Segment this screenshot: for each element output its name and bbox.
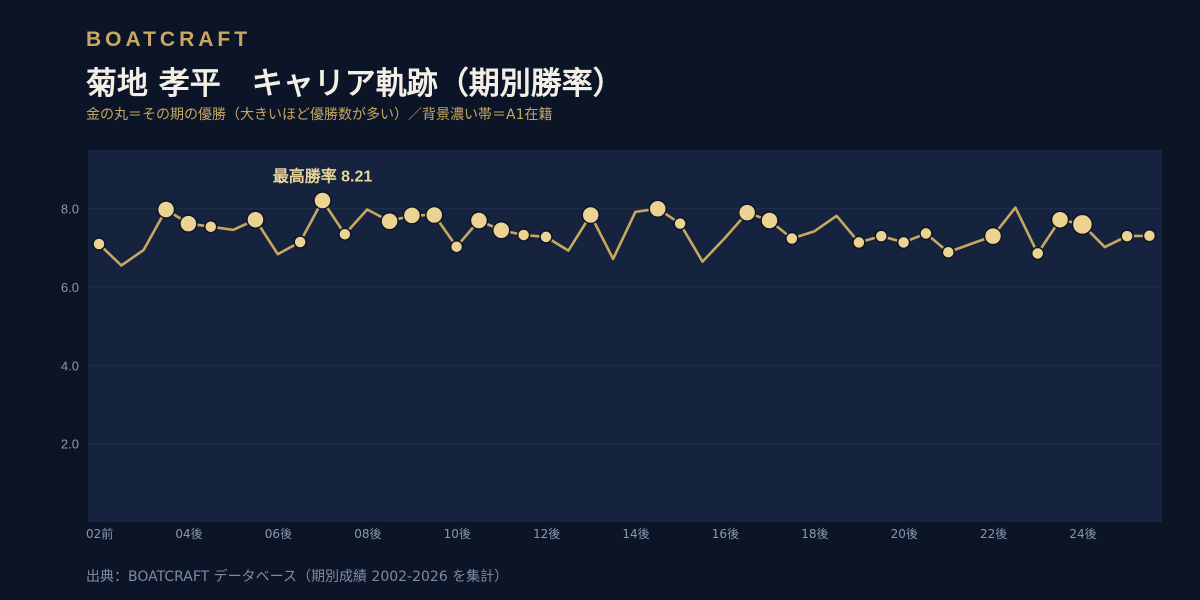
- win-marker: [874, 229, 888, 243]
- x-tick-label: 20後: [891, 527, 918, 541]
- series-line: [98, 199, 1150, 267]
- win-marker: [1030, 246, 1045, 261]
- win-marker: [402, 206, 422, 225]
- win-marker: [760, 211, 779, 230]
- x-tick-label: 24後: [1069, 527, 1096, 541]
- win-marker: [156, 200, 176, 219]
- win-marker: [179, 214, 198, 233]
- win-marker: [581, 205, 600, 225]
- win-marker: [852, 235, 866, 250]
- a1-band: [88, 150, 1162, 522]
- win-marker: [313, 191, 332, 210]
- win-marker: [539, 230, 553, 244]
- win-marker: [919, 226, 933, 241]
- win-marker: [648, 199, 667, 218]
- y-tick-label: 2.0: [61, 437, 79, 452]
- brand-label: BOATCRAFT: [86, 28, 252, 51]
- chart-subtitle: 金の丸＝その期の優勝（大きいほど優勝数が多い）／背景濃い帯＝A1在籍: [86, 107, 553, 123]
- win-marker: [785, 231, 799, 246]
- win-marker: [246, 210, 265, 229]
- win-marker: [380, 212, 399, 231]
- win-marker: [983, 226, 1003, 246]
- win-marker: [516, 228, 531, 242]
- chart-title: 菊地 孝平 キャリア軌跡（期別勝率）: [86, 66, 624, 102]
- x-tick-label: 18後: [801, 527, 828, 541]
- win-marker: [492, 221, 511, 240]
- x-tick-label: 02前: [86, 526, 113, 541]
- win-marker: [92, 237, 106, 251]
- win-marker: [1120, 229, 1134, 243]
- x-tick-label: 14後: [622, 527, 649, 541]
- y-tick-label: 6.0: [61, 280, 79, 295]
- x-tick-label: 04後: [175, 527, 202, 541]
- win-marker: [1050, 210, 1070, 229]
- x-tick-label: 16後: [712, 527, 739, 541]
- win-marker: [1142, 229, 1157, 243]
- max-annotation: 最高勝率 8.21: [273, 167, 373, 186]
- source-note: 出典：BOATCRAFT データベース（期別成績 2002-2026 を集計）: [86, 569, 509, 585]
- x-tick-label: 08後: [354, 527, 381, 541]
- win-marker: [204, 219, 218, 234]
- win-marker: [449, 239, 464, 254]
- win-marker: [737, 203, 757, 222]
- y-tick-label: 4.0: [61, 358, 79, 373]
- win-marker: [1071, 213, 1094, 236]
- x-tick-label: 12後: [533, 527, 560, 541]
- win-marker: [425, 205, 444, 225]
- win-marker: [673, 216, 687, 231]
- win-marker: [469, 211, 489, 230]
- x-tick-label: 10後: [444, 527, 471, 541]
- win-marker: [941, 245, 956, 259]
- x-tick-label: 22後: [980, 527, 1007, 541]
- win-marker: [293, 235, 307, 249]
- win-marker: [896, 235, 911, 250]
- win-marker: [338, 227, 352, 241]
- y-tick-label: 8.0: [61, 202, 79, 217]
- x-tick-label: 06後: [265, 527, 292, 541]
